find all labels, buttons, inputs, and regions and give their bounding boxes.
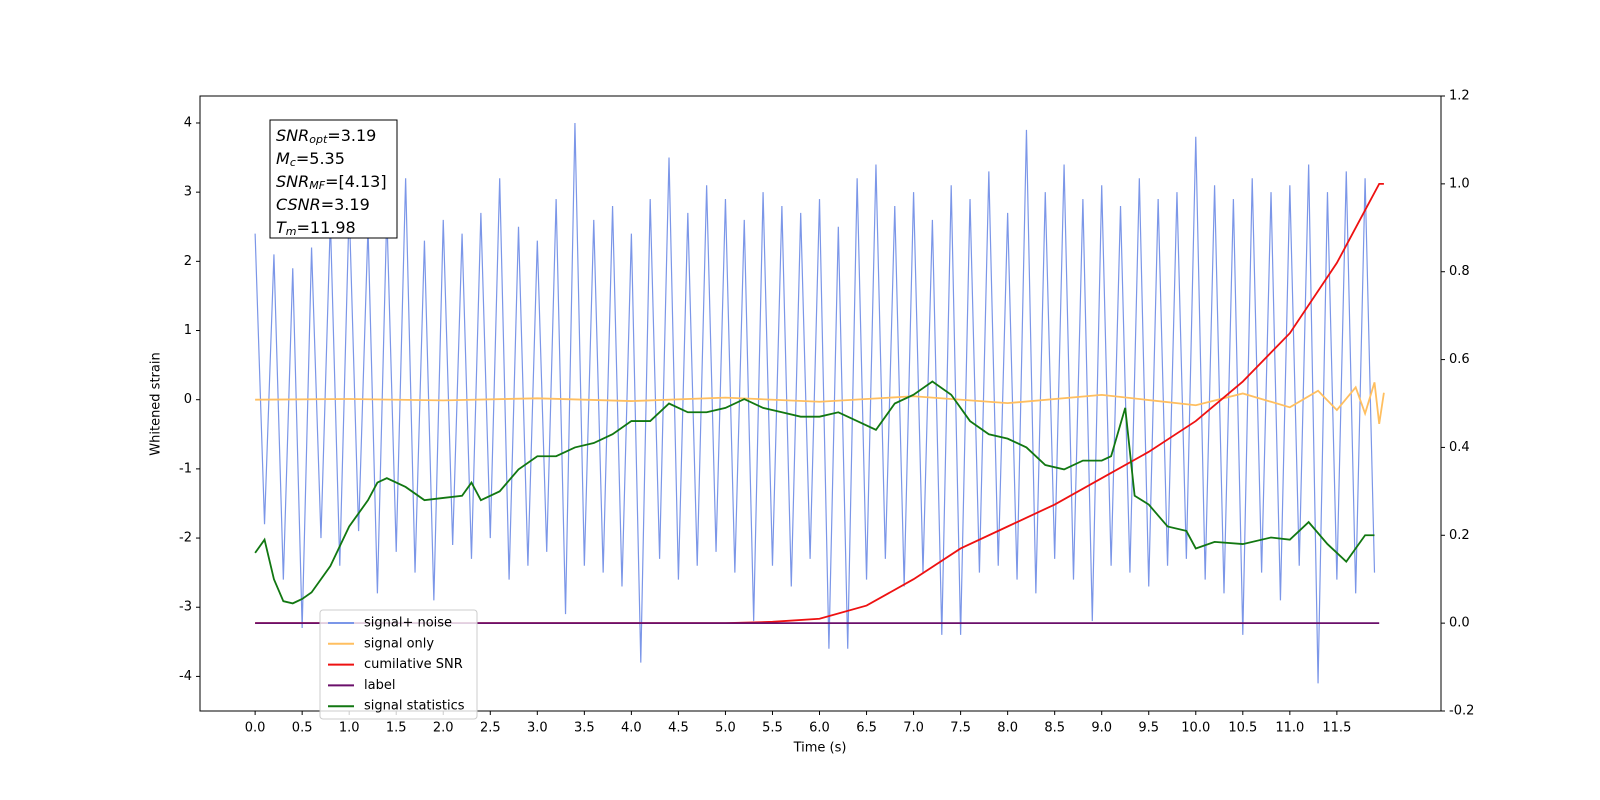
annotation-text: =[4.13] xyxy=(325,172,387,191)
series-line xyxy=(255,382,1385,425)
annotation: Tm=11.98 xyxy=(276,218,356,239)
x-tick-label: 2.0 xyxy=(433,721,454,736)
annotation-sub: MF xyxy=(309,179,325,192)
y2-tick-label: 1.2 xyxy=(1449,89,1470,104)
y-tick-label: 3 xyxy=(184,185,192,200)
y2-tick-label: 0.6 xyxy=(1449,352,1470,367)
x-tick-label: 10.0 xyxy=(1181,721,1210,736)
annotation: Mc=5.35 xyxy=(276,149,345,170)
legend-label: signal statistics xyxy=(364,699,465,714)
x-tick-label: 4.0 xyxy=(621,721,642,736)
x-tick-label: 3.0 xyxy=(527,721,548,736)
y-tick-label: 2 xyxy=(184,254,192,269)
y-tick-label: -3 xyxy=(179,600,192,615)
x-tick-label: 7.0 xyxy=(903,721,924,736)
annotation-text: =3.19 xyxy=(327,126,376,145)
x-tick-label: 11.5 xyxy=(1322,721,1351,736)
annotation: SNRopt=3.19 xyxy=(276,126,376,147)
annotation-sub: c xyxy=(290,156,296,169)
series-line xyxy=(254,380,1375,605)
x-tick-label: 11.0 xyxy=(1275,721,1304,736)
x-tick-label: 6.0 xyxy=(809,721,830,736)
y-tick-label: -4 xyxy=(179,669,192,684)
y-tick-label: -2 xyxy=(179,531,192,546)
series-line xyxy=(254,122,1376,684)
annotation-symbol: SNR xyxy=(276,126,309,145)
x-tick-label: 9.5 xyxy=(1138,721,1159,736)
y-tick-label: 4 xyxy=(184,115,192,130)
y-axis-label: Whitened strain xyxy=(149,352,164,455)
legend: signal+ noise signal only cumilative SNR la… xyxy=(319,609,478,720)
annotation-symbol: M xyxy=(276,149,290,168)
annotation: CSNR=3.19 xyxy=(276,195,370,214)
x-tick-label: 8.0 xyxy=(997,721,1018,736)
annotation-box: SNRopt=3.19Mc=5.35SNRMF=[4.13]CSNR=3.19T… xyxy=(269,119,398,239)
x-tick-label: 1.5 xyxy=(386,721,407,736)
y2-tick-label: 1.0 xyxy=(1449,176,1470,191)
series-line xyxy=(255,182,1384,625)
x-tick-label: 5.0 xyxy=(715,721,736,736)
annotation-sub: opt xyxy=(309,133,328,146)
annotation-text: =5.35 xyxy=(296,149,345,168)
x-tick-label: 4.5 xyxy=(668,721,689,736)
x-tick-label: 8.5 xyxy=(1044,721,1065,736)
annotation-symbol: T xyxy=(276,218,287,237)
annotation-symbol: CSNR xyxy=(276,195,321,214)
legend-frame xyxy=(319,609,478,720)
x-tick-label: 0.5 xyxy=(292,721,313,736)
y2-tick-label: 0.4 xyxy=(1449,440,1470,455)
x-tick-label: 7.5 xyxy=(950,721,971,736)
y-tick-label: 1 xyxy=(184,323,192,338)
y2-tick-label: 0.0 xyxy=(1449,616,1470,631)
x-tick-label: 9.0 xyxy=(1091,721,1112,736)
x-axis-label: Time (s) xyxy=(793,741,847,756)
x-tick-label: 10.5 xyxy=(1228,721,1257,736)
annotation: SNRMF=[4.13] xyxy=(276,172,387,193)
x-tick-label: 2.5 xyxy=(480,721,501,736)
x-tick-label: 0.0 xyxy=(245,721,266,736)
legend-label: signal only xyxy=(364,636,434,651)
y2-tick-label: -0.2 xyxy=(1449,704,1474,719)
y-tick-label: -1 xyxy=(179,461,192,476)
annotation-text: =11.98 xyxy=(297,218,356,237)
x-tick-label: 5.5 xyxy=(762,721,783,736)
x-tick-label: 1.0 xyxy=(339,721,360,736)
y2-tick-label: 0.2 xyxy=(1449,528,1470,543)
plot-frame xyxy=(199,95,1442,712)
annotation-text: =3.19 xyxy=(321,195,370,214)
legend-label: cumilative SNR xyxy=(364,657,463,672)
x-tick-label: 3.5 xyxy=(574,721,595,736)
annotation-symbol: SNR xyxy=(276,172,309,191)
x-tick-label: 6.5 xyxy=(856,721,877,736)
annotation-frame xyxy=(269,119,398,239)
annotation-sub: m xyxy=(286,225,297,238)
legend-label: signal+ noise xyxy=(364,616,452,631)
y-tick-label: 0 xyxy=(184,392,192,407)
legend-label: label xyxy=(364,678,395,693)
y2-tick-label: 0.8 xyxy=(1449,264,1470,279)
